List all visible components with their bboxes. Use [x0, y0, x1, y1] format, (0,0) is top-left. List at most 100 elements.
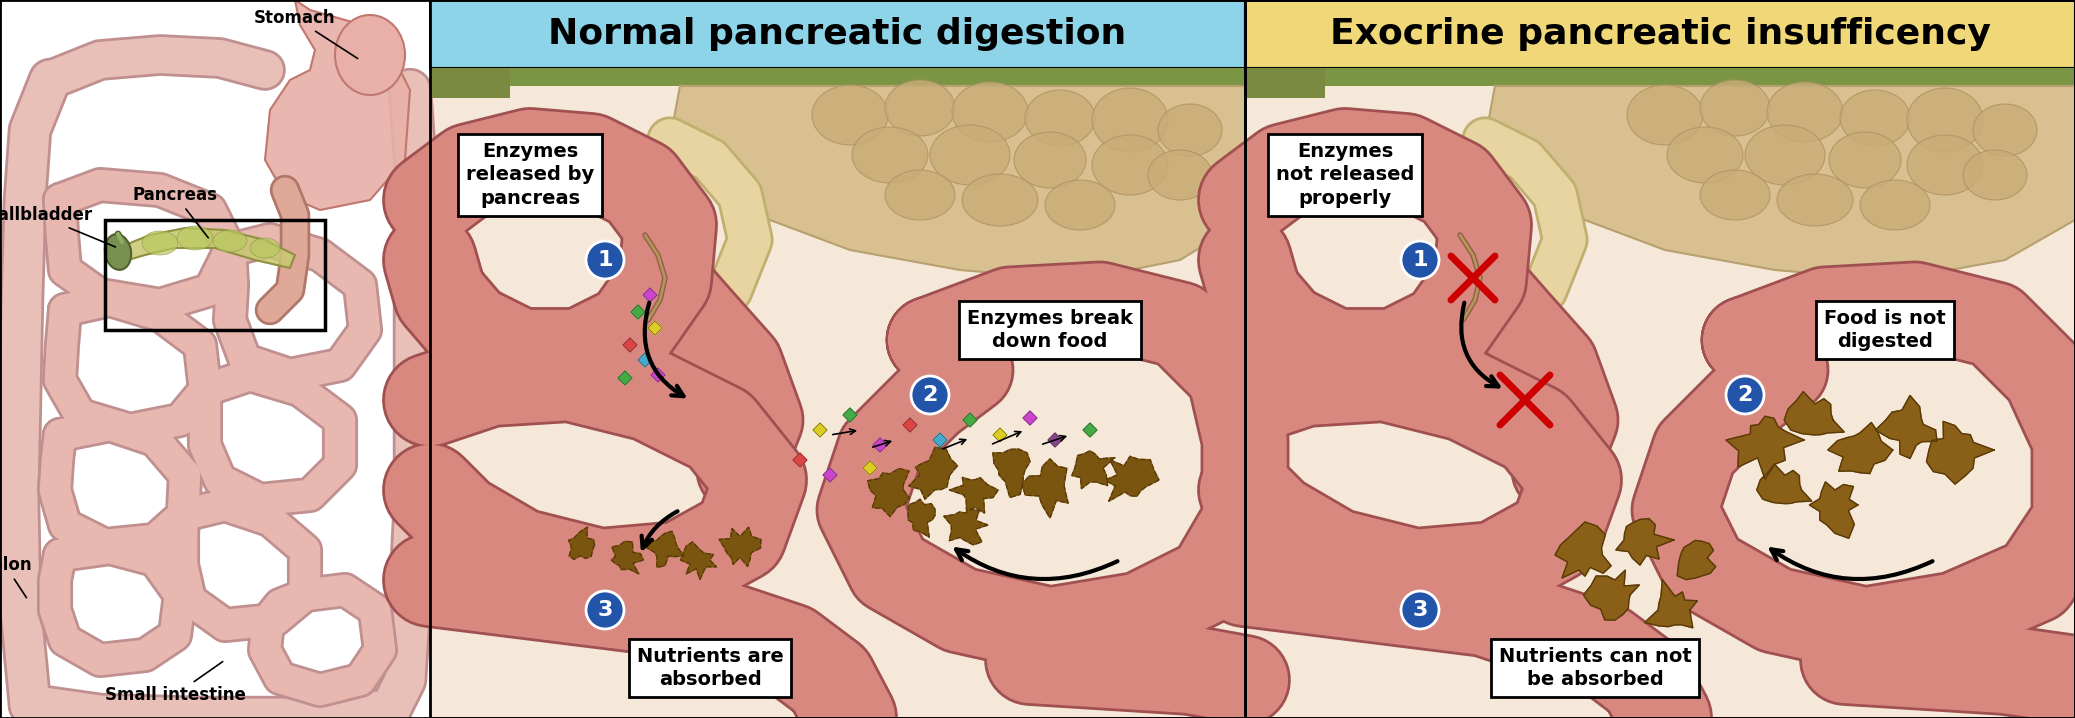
Circle shape	[911, 376, 948, 414]
Polygon shape	[909, 447, 957, 499]
Bar	[430, 86, 1245, 718]
Ellipse shape	[952, 82, 1027, 142]
Polygon shape	[793, 453, 807, 467]
Polygon shape	[622, 338, 637, 352]
Ellipse shape	[963, 174, 1038, 226]
Text: 1: 1	[598, 250, 612, 270]
Ellipse shape	[334, 15, 405, 95]
Polygon shape	[618, 371, 633, 385]
Circle shape	[1726, 376, 1764, 414]
Ellipse shape	[1627, 85, 1704, 145]
Bar	[0, 0, 430, 718]
Bar	[430, 68, 510, 98]
Polygon shape	[1926, 421, 1994, 484]
Polygon shape	[1554, 522, 1610, 578]
Ellipse shape	[1015, 132, 1085, 188]
Polygon shape	[1677, 541, 1716, 579]
Ellipse shape	[1745, 125, 1826, 185]
Ellipse shape	[1973, 104, 2038, 156]
Polygon shape	[1809, 482, 1857, 538]
Polygon shape	[652, 368, 664, 382]
Ellipse shape	[106, 234, 131, 270]
Text: 3: 3	[1413, 600, 1428, 620]
Text: Small intestine: Small intestine	[104, 661, 245, 704]
Ellipse shape	[1907, 135, 1984, 195]
Polygon shape	[1758, 464, 1811, 503]
Ellipse shape	[1841, 90, 1909, 146]
Polygon shape	[1583, 570, 1639, 620]
Polygon shape	[1083, 423, 1098, 437]
Ellipse shape	[1147, 150, 1212, 200]
Polygon shape	[867, 469, 909, 516]
Polygon shape	[720, 527, 762, 567]
Polygon shape	[612, 541, 643, 574]
Polygon shape	[670, 86, 1245, 280]
Polygon shape	[569, 527, 596, 559]
Polygon shape	[1616, 518, 1675, 565]
Ellipse shape	[886, 170, 954, 220]
Circle shape	[1401, 241, 1438, 279]
Polygon shape	[994, 449, 1029, 498]
Bar	[430, 68, 1245, 86]
Text: Enzymes break
down food: Enzymes break down food	[967, 309, 1133, 351]
Polygon shape	[934, 433, 946, 447]
Text: Nutrients can not
be absorbed: Nutrients can not be absorbed	[1498, 647, 1691, 689]
Text: Enzymes
not released
properly: Enzymes not released properly	[1276, 142, 1415, 208]
Text: Enzymes
released by
pancreas: Enzymes released by pancreas	[467, 142, 593, 208]
Polygon shape	[681, 542, 716, 579]
Text: 1: 1	[1413, 250, 1428, 270]
Ellipse shape	[1907, 88, 1984, 152]
Polygon shape	[1645, 579, 1697, 628]
Ellipse shape	[1091, 88, 1168, 152]
Ellipse shape	[1091, 135, 1168, 195]
Bar	[106, 220, 326, 330]
Polygon shape	[994, 428, 1006, 442]
Polygon shape	[637, 353, 652, 367]
Circle shape	[585, 591, 625, 629]
Ellipse shape	[1699, 80, 1770, 136]
Text: Food is not
digested: Food is not digested	[1824, 309, 1946, 351]
Polygon shape	[963, 413, 977, 427]
Ellipse shape	[1768, 82, 1843, 142]
Polygon shape	[1023, 411, 1038, 425]
Polygon shape	[266, 0, 411, 210]
Polygon shape	[842, 408, 857, 422]
Text: 2: 2	[921, 385, 938, 405]
Ellipse shape	[249, 238, 280, 258]
Bar	[430, 0, 1245, 68]
Polygon shape	[1023, 459, 1069, 518]
Ellipse shape	[1828, 132, 1901, 188]
Polygon shape	[874, 438, 886, 452]
Text: Gallbladder: Gallbladder	[0, 206, 116, 247]
Ellipse shape	[853, 127, 928, 183]
Polygon shape	[1073, 451, 1114, 489]
Polygon shape	[950, 477, 998, 513]
Ellipse shape	[1025, 90, 1096, 146]
Text: 2: 2	[1737, 385, 1753, 405]
Polygon shape	[824, 468, 836, 482]
Bar	[1245, 0, 2075, 718]
Polygon shape	[863, 461, 878, 475]
Ellipse shape	[214, 230, 247, 252]
Polygon shape	[944, 509, 988, 545]
Polygon shape	[1486, 86, 2075, 280]
Ellipse shape	[886, 80, 954, 136]
Polygon shape	[1106, 457, 1160, 501]
Ellipse shape	[811, 85, 888, 145]
Text: 3: 3	[598, 600, 612, 620]
Polygon shape	[1048, 433, 1062, 447]
Ellipse shape	[930, 125, 1011, 185]
Polygon shape	[903, 418, 917, 432]
Text: Exocrine pancreatic insufficency: Exocrine pancreatic insufficency	[1330, 17, 1990, 51]
Polygon shape	[647, 531, 685, 567]
Ellipse shape	[1859, 180, 1930, 230]
Circle shape	[585, 241, 625, 279]
Polygon shape	[907, 499, 936, 537]
Bar	[430, 0, 1245, 718]
Ellipse shape	[1699, 170, 1770, 220]
Bar	[1245, 68, 2075, 86]
Polygon shape	[643, 288, 658, 302]
Bar	[1245, 0, 2075, 68]
Bar	[1245, 68, 1326, 98]
Ellipse shape	[1776, 174, 1853, 226]
